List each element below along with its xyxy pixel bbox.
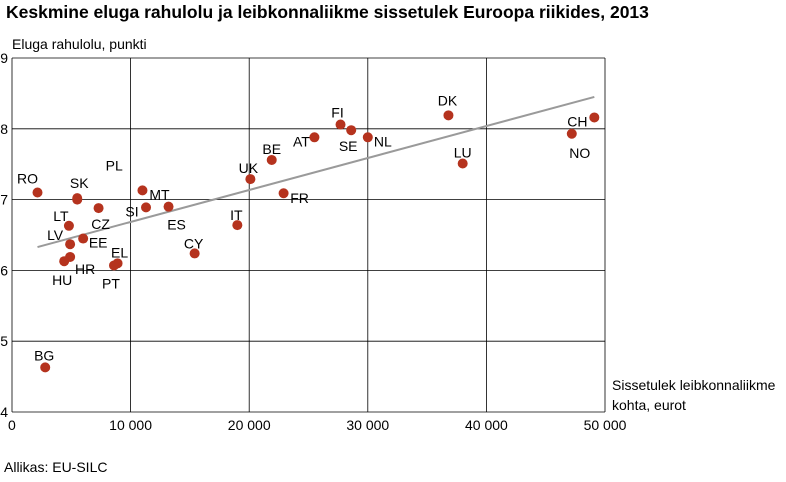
data-point-nl — [362, 132, 373, 143]
data-points — [32, 110, 600, 373]
x-tick-label: 40 000 — [465, 417, 508, 433]
chart-title: Keskmine eluga rahulolu ja leibkonnaliik… — [6, 2, 649, 22]
data-point-hu — [59, 256, 70, 267]
point-label-ch: CH — [567, 113, 587, 129]
point-label-it: IT — [230, 207, 243, 223]
data-point-lv — [65, 239, 76, 250]
point-label-hu: HU — [52, 272, 72, 288]
x-tick-label: 10 000 — [109, 417, 152, 433]
point-label-uk: UK — [239, 160, 259, 176]
point-label-lt: LT — [53, 208, 69, 224]
y-tick-label: 7 — [0, 192, 8, 208]
y-tick-label: 5 — [0, 333, 8, 349]
data-point-no — [566, 128, 577, 139]
y-tick-label: 8 — [0, 121, 8, 137]
grid — [11, 57, 606, 413]
data-point-se — [346, 125, 357, 136]
data-point-sk — [72, 193, 83, 204]
point-label-mt: MT — [149, 186, 170, 202]
data-point-ee — [78, 233, 89, 244]
data-point-cy — [189, 248, 200, 259]
point-label-cz: CZ — [91, 216, 110, 232]
data-point-mt — [137, 185, 148, 196]
point-label-lu: LU — [454, 144, 472, 160]
y-axis-ticks: 4 5 6 7 8 9 — [0, 50, 8, 420]
data-point-fr — [278, 188, 289, 199]
point-label-si: SI — [125, 203, 138, 219]
x-tick-label: 20 000 — [228, 417, 271, 433]
data-point-ro — [32, 187, 43, 198]
point-label-pt: PT — [102, 275, 120, 291]
point-label-lv: LV — [47, 227, 64, 243]
point-label-ro: RO — [17, 171, 38, 187]
point-label-bg: BG — [34, 347, 54, 363]
data-point-fi — [335, 119, 346, 130]
data-point-cz — [93, 203, 104, 214]
point-label-el: EL — [111, 244, 128, 260]
y-tick-label: 9 — [0, 50, 8, 66]
data-point-lu — [457, 158, 468, 169]
y-tick-label: 6 — [0, 262, 8, 278]
x-axis-ticks: 0 10 000 20 000 30 000 40 000 50 000 — [8, 417, 627, 433]
point-label-cy: CY — [184, 235, 204, 251]
data-point-ch — [589, 112, 600, 123]
y-axis-label: Eluga rahulolu, punkti — [12, 36, 147, 52]
point-label-es: ES — [167, 217, 186, 233]
point-label-no: NO — [569, 145, 590, 161]
source-note: Allikas: EU-SILC — [4, 459, 108, 475]
data-point-it — [232, 220, 243, 231]
y-tick-label: 4 — [0, 404, 8, 420]
point-label-fi: FI — [331, 105, 343, 121]
point-label-pl: PL — [106, 158, 123, 174]
data-point-uk — [245, 174, 256, 185]
point-label-be: BE — [262, 141, 281, 157]
data-point-lt — [63, 220, 74, 231]
point-label-sk: SK — [70, 175, 89, 191]
point-label-at: AT — [293, 133, 310, 149]
data-point-pt — [108, 260, 119, 271]
point-label-nl: NL — [374, 133, 392, 149]
data-point-be — [266, 154, 277, 165]
data-point-bg — [40, 362, 51, 373]
point-label-se: SE — [339, 138, 358, 154]
trendline — [37, 95, 595, 249]
x-axis-label-line-1: Sissetulek leibkonnaliikme — [612, 377, 776, 393]
point-label-hr: HR — [75, 261, 95, 277]
point-label-fr: FR — [290, 190, 309, 206]
data-point-dk — [443, 110, 454, 121]
x-tick-label: 50 000 — [584, 417, 627, 433]
data-point-si — [141, 202, 152, 213]
data-point-at — [309, 132, 320, 143]
point-label-ee: EE — [89, 235, 108, 251]
point-label-dk: DK — [438, 92, 458, 108]
data-point-es — [163, 201, 174, 212]
x-tick-label: 0 — [8, 417, 16, 433]
x-tick-label: 30 000 — [346, 417, 389, 433]
x-axis-label-line-2: kohta, eurot — [612, 397, 686, 413]
